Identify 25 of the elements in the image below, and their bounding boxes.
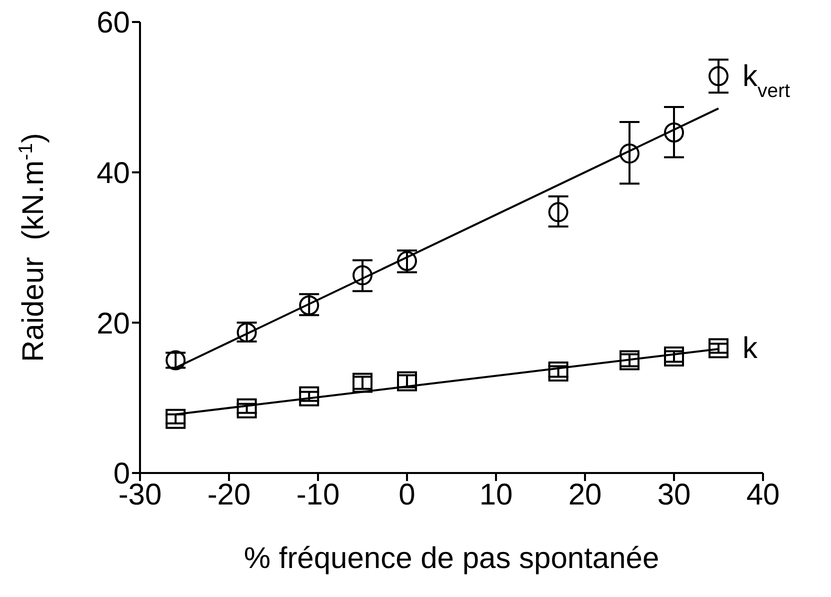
x-tick-label: 20 bbox=[568, 478, 602, 512]
point bbox=[352, 265, 372, 286]
x-tick-label: -10 bbox=[296, 478, 340, 512]
x-axis-title: % fréquence de pas spontanée bbox=[244, 542, 660, 575]
x-tick-label: 40 bbox=[746, 478, 780, 512]
point bbox=[620, 350, 640, 370]
x-tick-label: 30 bbox=[657, 478, 691, 512]
point bbox=[620, 144, 640, 164]
series-label: k$_{vert}$ bbox=[742, 60, 791, 102]
point bbox=[236, 398, 257, 418]
point bbox=[708, 66, 728, 86]
point bbox=[664, 122, 684, 142]
y-tick-label: 60 bbox=[96, 6, 130, 40]
point bbox=[548, 202, 568, 222]
x-tick-label: 0 bbox=[398, 478, 416, 512]
point bbox=[664, 346, 684, 366]
series-label: k bbox=[742, 332, 758, 366]
point bbox=[166, 408, 186, 429]
point bbox=[708, 338, 728, 358]
x-tick-label: -20 bbox=[207, 478, 251, 512]
point bbox=[299, 386, 320, 406]
y-tick-label: 40 bbox=[96, 156, 130, 190]
x-tick-label: 10 bbox=[479, 478, 513, 512]
y-tick-label: 20 bbox=[96, 307, 130, 340]
point bbox=[548, 362, 568, 382]
